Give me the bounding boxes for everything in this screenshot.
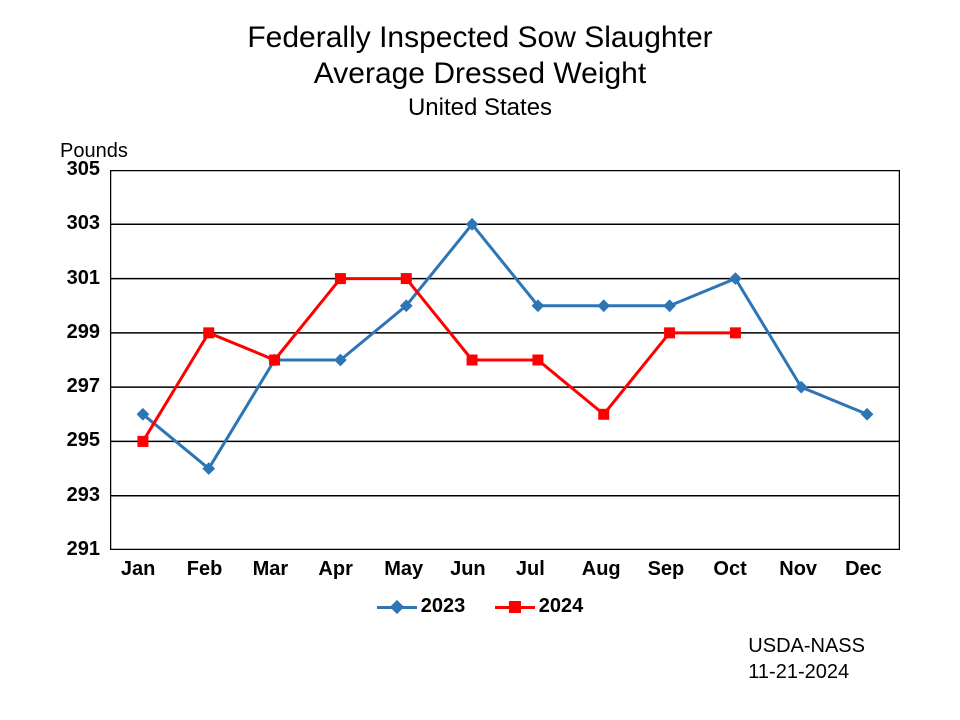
legend-swatch-2023 — [377, 597, 417, 617]
chart-subtitle: United States — [0, 94, 960, 122]
chart-plot-area — [110, 170, 900, 550]
y-tick: 303 — [55, 212, 100, 235]
legend-label-2024: 2024 — [539, 595, 584, 618]
source-footer: USDA-NASS 11-21-2024 — [748, 633, 865, 685]
x-tick: Apr — [318, 558, 352, 581]
y-tick: 301 — [55, 267, 100, 290]
x-tick: Feb — [187, 558, 223, 581]
x-tick: Dec — [845, 558, 882, 581]
y-tick: 293 — [55, 484, 100, 507]
x-tick: Mar — [253, 558, 289, 581]
y-tick: 305 — [55, 158, 100, 181]
legend-label-2023: 2023 — [421, 595, 466, 618]
y-tick: 291 — [55, 538, 100, 561]
x-tick: May — [384, 558, 423, 581]
title-block: Federally Inspected Sow Slaughter Averag… — [0, 0, 960, 122]
y-tick: 297 — [55, 375, 100, 398]
x-tick: Jul — [516, 558, 545, 581]
x-tick: Nov — [779, 558, 817, 581]
legend-item-2024: 2024 — [495, 595, 584, 618]
chart-svg — [110, 170, 900, 550]
y-tick: 299 — [55, 321, 100, 344]
x-tick: Jan — [121, 558, 155, 581]
legend-swatch-2024 — [495, 597, 535, 617]
source-date: 11-21-2024 — [748, 659, 865, 685]
chart-title-2: Average Dressed Weight — [0, 56, 960, 92]
x-tick: Aug — [582, 558, 621, 581]
y-tick: 295 — [55, 429, 100, 452]
legend-item-2023: 2023 — [377, 595, 466, 618]
x-tick: Oct — [713, 558, 746, 581]
chart-title-1: Federally Inspected Sow Slaughter — [0, 20, 960, 56]
x-tick: Sep — [648, 558, 685, 581]
x-tick: Jun — [450, 558, 486, 581]
source-org: USDA-NASS — [748, 633, 865, 659]
legend: 2023 2024 — [0, 595, 960, 623]
